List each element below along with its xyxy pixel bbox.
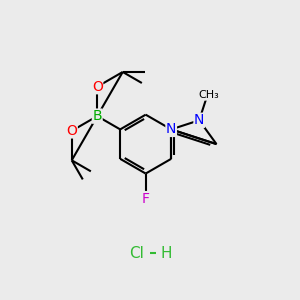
Text: CH₃: CH₃ [199, 90, 219, 100]
Text: F: F [142, 192, 150, 206]
Text: Cl: Cl [129, 246, 144, 261]
Text: O: O [92, 80, 103, 94]
Text: B: B [92, 109, 102, 123]
Text: H: H [160, 246, 172, 261]
Text: N: N [166, 122, 176, 136]
Text: N: N [194, 113, 204, 127]
Text: O: O [66, 124, 77, 138]
